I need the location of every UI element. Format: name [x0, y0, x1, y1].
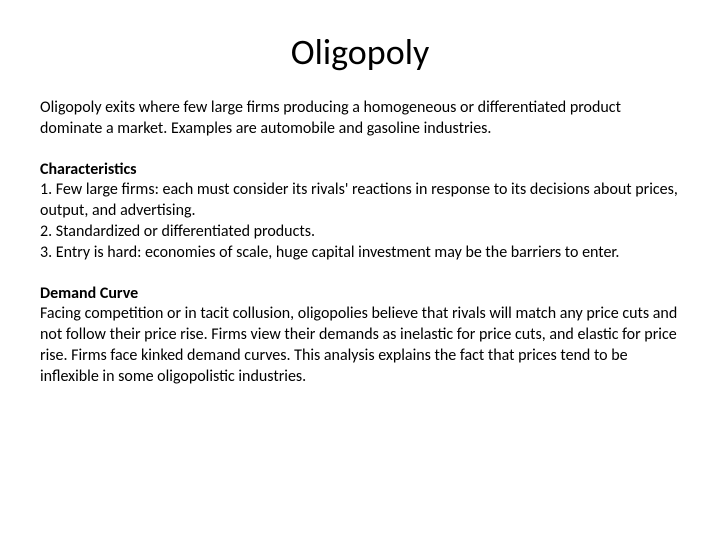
demand-curve-heading: Demand Curve — [40, 284, 138, 303]
demand-curve-body: Facing competition or in tacit collusion… — [40, 304, 677, 385]
characteristics-section: Characteristics 1. Few large firms: each… — [40, 160, 680, 264]
slide-title: Oligopoly — [40, 30, 680, 74]
characteristics-item-3: 3. Entry is hard: economies of scale, hu… — [40, 243, 619, 262]
intro-paragraph: Oligopoly exits where few large firms pr… — [40, 98, 680, 140]
demand-curve-section: Demand Curve Facing competition or in ta… — [40, 284, 680, 388]
characteristics-heading: Characteristics — [40, 160, 137, 179]
characteristics-item-1: 1. Few large firms: each must consider i… — [40, 180, 678, 220]
characteristics-item-2: 2. Standardized or differentiated produc… — [40, 222, 315, 241]
